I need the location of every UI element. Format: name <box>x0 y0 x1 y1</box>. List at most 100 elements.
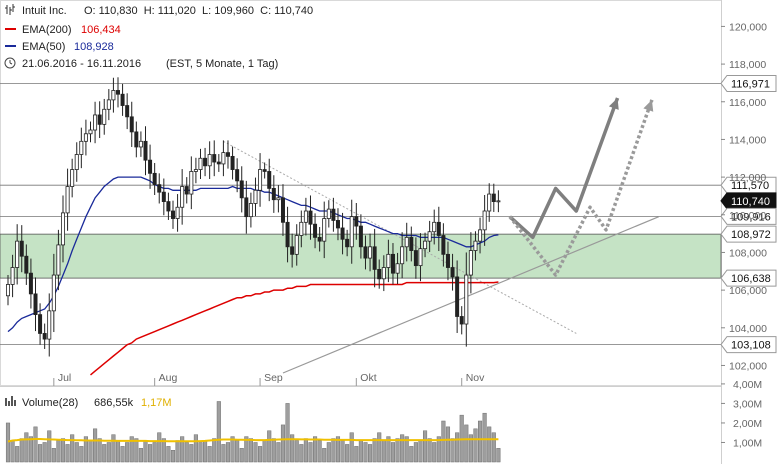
volume-bar <box>299 444 304 463</box>
candle <box>445 241 450 281</box>
candle-body <box>358 225 363 248</box>
volume-bar <box>193 434 198 463</box>
volume-bar <box>42 442 47 463</box>
candle-body <box>198 157 203 170</box>
candle-body <box>138 140 143 148</box>
candle <box>308 195 313 240</box>
candle-body <box>262 169 267 172</box>
candle-body <box>235 169 240 182</box>
volume-bar <box>280 424 286 463</box>
candle <box>280 184 285 236</box>
volume-bar <box>93 428 98 463</box>
volume-bar <box>189 444 194 463</box>
candle-body <box>134 131 139 148</box>
candle <box>79 127 84 169</box>
volume-bar <box>115 440 121 463</box>
candle <box>276 185 281 213</box>
candle <box>102 98 107 135</box>
volume-bar <box>276 442 281 463</box>
ohlc-values: O: 110,830 H: 111,020 L: 109,960 C: 110,… <box>84 5 313 17</box>
candle <box>19 225 24 273</box>
candle-body <box>478 229 483 242</box>
x-tick-label: Jul <box>58 372 71 384</box>
volume-bar <box>198 442 203 463</box>
candle-body <box>125 105 130 118</box>
volume-bar <box>15 446 20 463</box>
candle-body <box>6 284 11 297</box>
level-label-box <box>720 336 777 354</box>
volume-bar <box>258 446 263 463</box>
candle <box>349 199 354 264</box>
candle-body <box>299 221 304 236</box>
candle-body <box>363 246 368 259</box>
candle-body <box>409 236 414 251</box>
level-label-box <box>720 225 777 243</box>
candle-body <box>33 293 38 316</box>
candle <box>317 227 322 252</box>
candle <box>198 148 203 179</box>
candle <box>65 168 70 231</box>
volume-bar <box>294 440 299 463</box>
candle-body <box>216 161 221 165</box>
instrument-title: Intuit Inc. <box>22 5 67 17</box>
volume-bar <box>88 440 93 463</box>
volume-bar <box>445 426 451 463</box>
x-tick-label: Okt <box>360 372 376 384</box>
candle-body <box>60 212 65 246</box>
candle-body <box>74 154 79 170</box>
candle <box>161 178 166 216</box>
volume-bar <box>120 446 125 463</box>
candle <box>358 214 363 259</box>
candle <box>157 173 162 204</box>
candle <box>404 222 409 262</box>
candle <box>313 213 318 249</box>
volume-bar <box>79 446 84 463</box>
volume-bar <box>413 442 418 463</box>
volume-bars <box>5 401 501 463</box>
candle <box>70 158 75 198</box>
candle <box>335 208 340 241</box>
legend: Intuit Inc. O: 110,830 H: 111,020 L: 109… <box>4 4 313 70</box>
candle-body <box>88 129 93 135</box>
candle-body <box>56 244 61 276</box>
candle-body <box>377 269 382 280</box>
volume-bar <box>404 436 409 463</box>
price-axis: 120,000 118,000 116,000 114,000 112,000 110,0… <box>721 21 767 449</box>
candle-body <box>180 186 185 208</box>
candle <box>381 255 386 292</box>
candle <box>244 180 249 234</box>
volume-bar <box>290 434 295 463</box>
candle <box>134 121 139 158</box>
candle <box>390 243 395 285</box>
candle-body <box>15 240 20 268</box>
candle-body <box>244 197 249 218</box>
ema50-legend-label: EMA(50) <box>22 41 65 53</box>
volume-bar <box>372 438 377 463</box>
y-tick-label: 108,000 <box>729 247 767 259</box>
level-label-box <box>720 192 777 210</box>
volume-bar <box>70 434 75 463</box>
candle <box>267 158 272 202</box>
level-label: 106,638 <box>731 273 771 285</box>
volume-bar <box>487 426 492 463</box>
candle <box>491 183 496 212</box>
candle <box>372 228 377 288</box>
volume-bar <box>10 440 15 463</box>
candle-body <box>432 221 437 233</box>
candle <box>97 101 102 139</box>
candle <box>436 206 441 252</box>
volume-bar <box>395 438 400 463</box>
candle-body <box>464 274 469 325</box>
candle <box>363 235 368 270</box>
volume-bar <box>317 440 322 463</box>
projection-dotted-arrow <box>508 99 654 277</box>
candle <box>6 275 11 306</box>
candle <box>271 175 276 213</box>
candle-body <box>184 186 189 195</box>
candle <box>93 101 98 144</box>
candle-body <box>400 246 405 265</box>
candle <box>468 232 473 294</box>
candle-body <box>386 253 391 268</box>
volume-bar <box>313 436 318 463</box>
volume-bar <box>161 438 166 463</box>
